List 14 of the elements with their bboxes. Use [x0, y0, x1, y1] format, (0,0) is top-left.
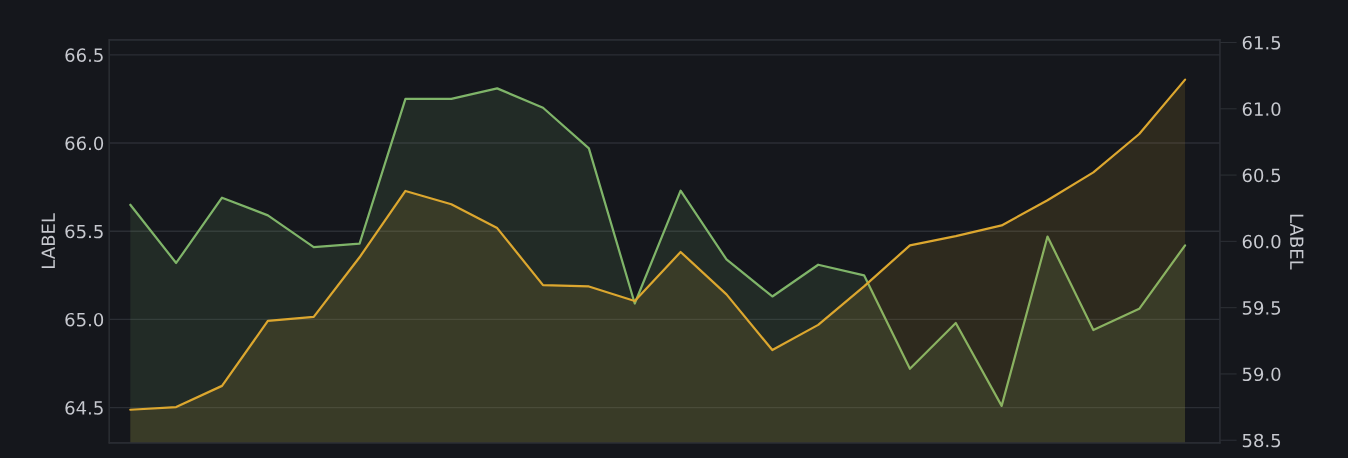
y2-tick-label: 59.0: [1242, 367, 1281, 382]
y2-tick-label: 60.0: [1242, 234, 1281, 249]
y2-tick-label: 61.0: [1242, 102, 1281, 116]
y2-tick-label: 58.5: [1242, 433, 1281, 448]
y-tick-label: 66.5: [65, 48, 103, 62]
y2-axis-title: LABEL: [1290, 214, 1304, 270]
y-axis-title: LABEL: [41, 213, 55, 268]
y-tick-label: 65.5: [65, 224, 103, 239]
y-tick-label: 66.0: [65, 136, 104, 151]
y-tick-label: 64.5: [65, 401, 103, 415]
y2-tick-label: 60.5: [1242, 168, 1281, 183]
y2-tick-label: 61.5: [1242, 35, 1281, 50]
y-tick-label: 65.0: [65, 312, 104, 327]
y2-tick-label: 59.5: [1242, 301, 1281, 315]
